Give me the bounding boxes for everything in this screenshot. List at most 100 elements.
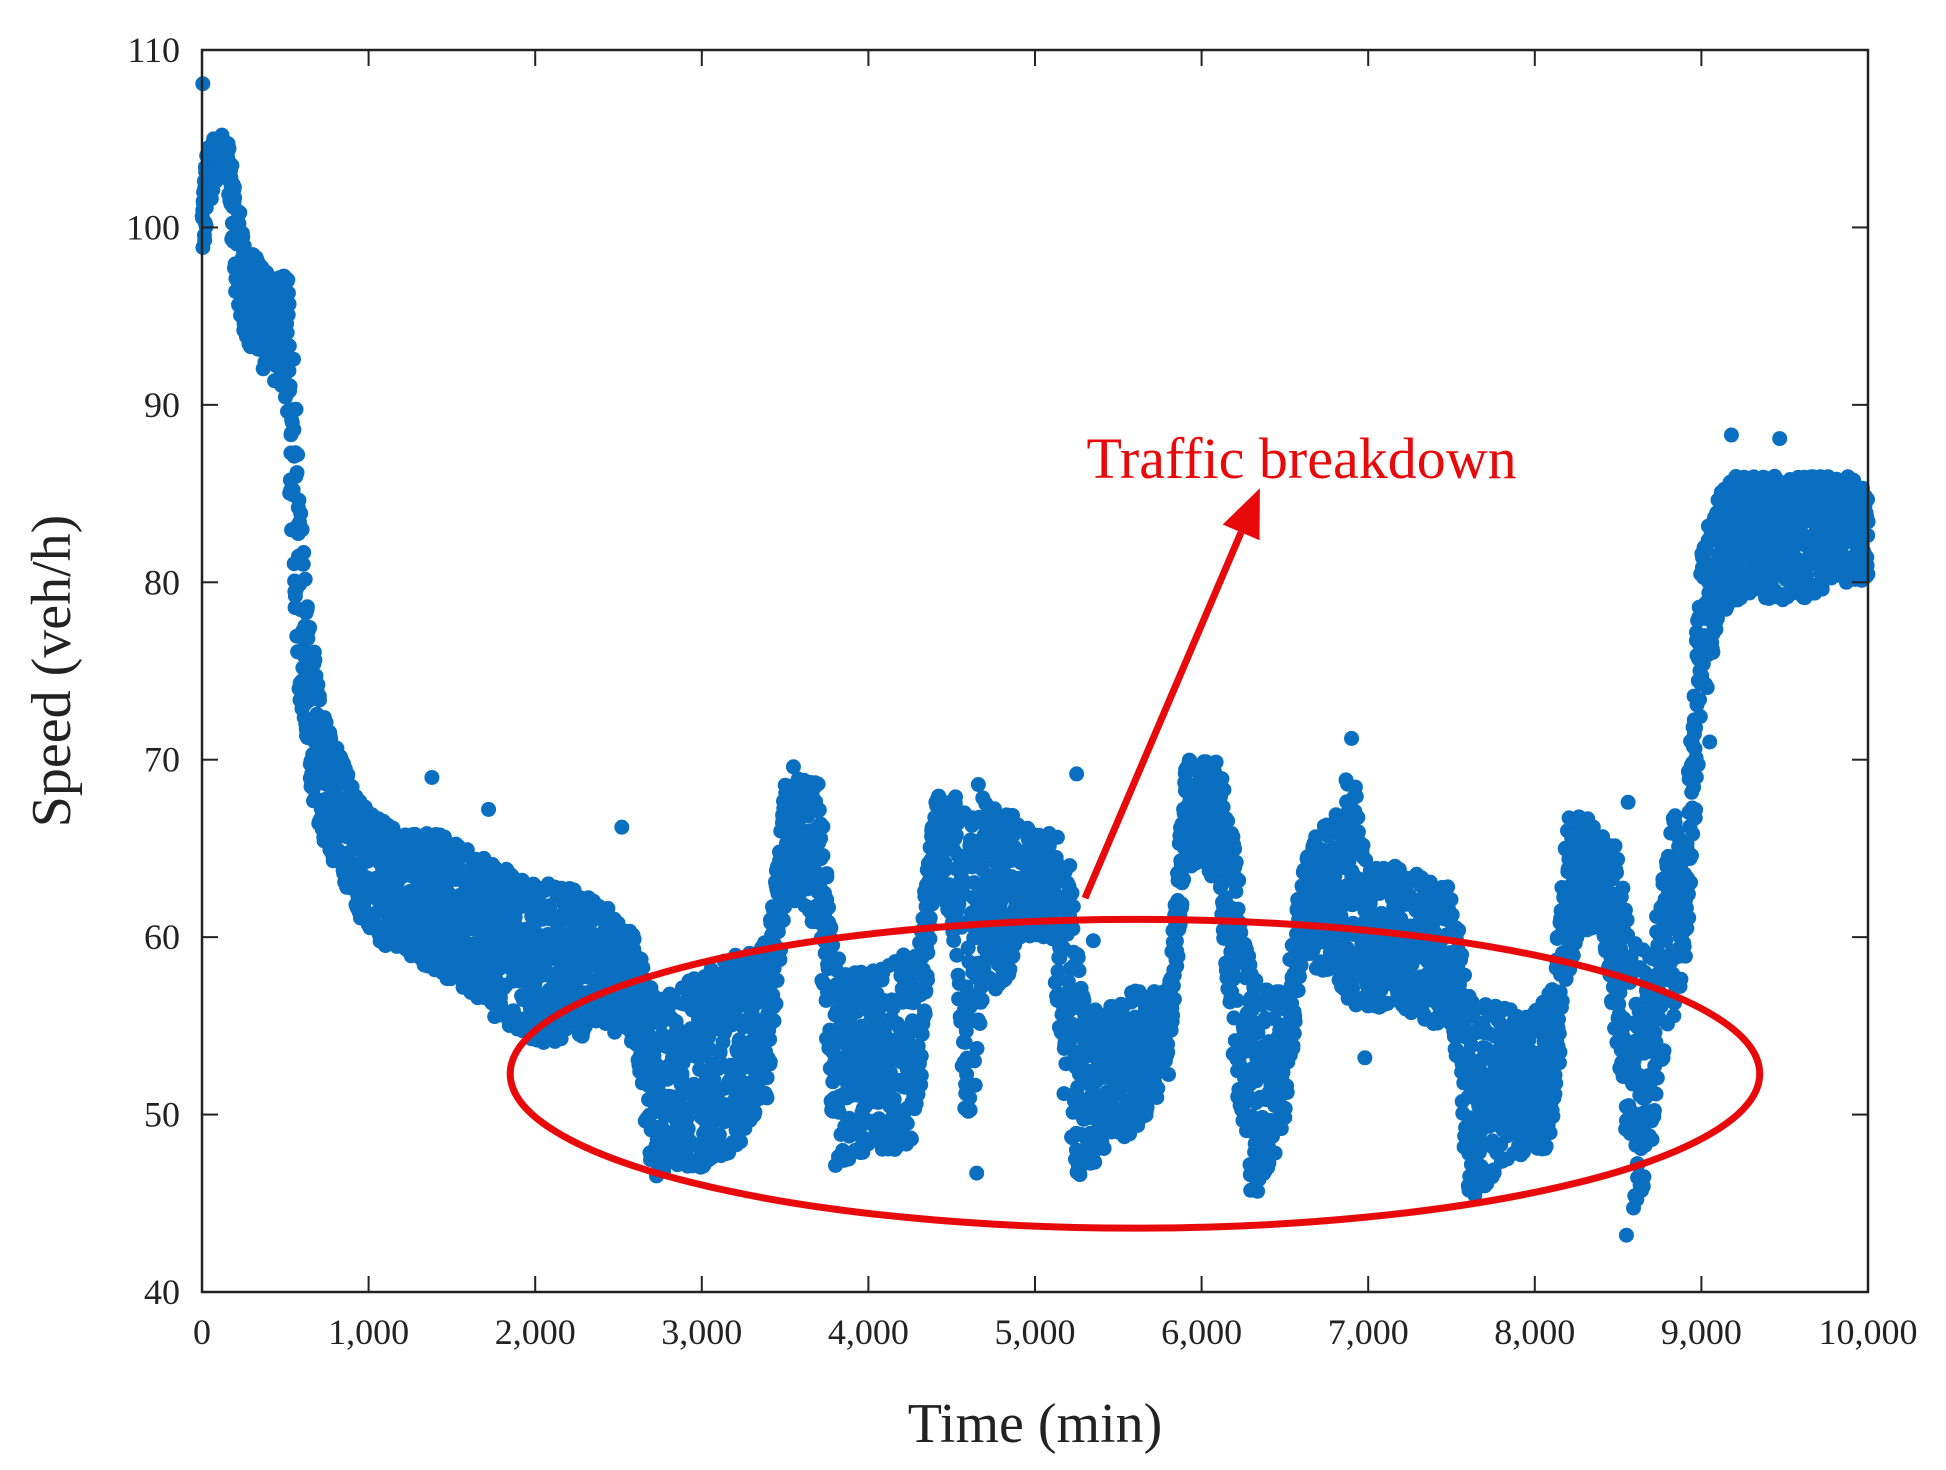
data-point xyxy=(1166,991,1182,1007)
data-point xyxy=(1174,896,1190,912)
data-point xyxy=(946,933,962,948)
data-point xyxy=(536,1035,552,1050)
data-point xyxy=(810,776,826,792)
data-point xyxy=(282,378,298,394)
data-point xyxy=(224,157,240,173)
data-point xyxy=(197,232,213,248)
data-point xyxy=(769,972,785,988)
data-point xyxy=(1277,1101,1293,1116)
data-point xyxy=(626,931,642,947)
data-point xyxy=(1230,901,1246,917)
data-point xyxy=(706,1072,722,1088)
data-point xyxy=(290,447,306,463)
data-point xyxy=(289,465,305,481)
data-point xyxy=(759,1090,775,1106)
data-point xyxy=(286,351,301,367)
data-point xyxy=(922,931,938,947)
data-point xyxy=(766,1013,782,1029)
data-point xyxy=(1285,1041,1301,1056)
data-point xyxy=(759,1070,775,1086)
data-point xyxy=(1165,1007,1181,1023)
data-point xyxy=(297,571,313,587)
data-point xyxy=(913,1048,929,1064)
data-point xyxy=(1062,858,1078,874)
data-point xyxy=(296,545,312,560)
data-point xyxy=(1348,789,1364,804)
data-point xyxy=(815,819,831,835)
data-point xyxy=(762,1031,778,1047)
data-point xyxy=(288,401,304,417)
data-point xyxy=(1064,885,1080,901)
data-point xyxy=(1350,809,1366,825)
data-point xyxy=(920,945,936,961)
data-point xyxy=(770,924,786,940)
data-point xyxy=(1216,782,1232,798)
data-point xyxy=(1150,1080,1166,1096)
data-point xyxy=(969,1041,985,1056)
data-point xyxy=(747,1104,763,1120)
data-point xyxy=(974,992,990,1008)
data-point xyxy=(281,363,297,379)
data-point xyxy=(280,272,296,288)
data-point xyxy=(227,190,243,206)
data-point xyxy=(966,1053,982,1069)
data-point xyxy=(294,522,310,538)
data-point xyxy=(819,866,835,882)
data-point xyxy=(1290,983,1306,998)
data-point xyxy=(680,1121,696,1137)
data-point xyxy=(821,900,836,915)
data-point xyxy=(1161,1067,1176,1082)
data-point xyxy=(1070,950,1086,966)
data-point xyxy=(1208,754,1224,770)
data-point xyxy=(307,652,323,668)
data-point xyxy=(295,556,311,572)
data-point xyxy=(312,692,327,708)
data-point xyxy=(913,1067,929,1083)
data-point xyxy=(886,1091,902,1107)
data-point xyxy=(302,620,318,635)
data-point xyxy=(1002,961,1018,977)
data-point xyxy=(1170,948,1186,964)
data-point xyxy=(1228,854,1244,870)
data-point xyxy=(281,296,297,312)
data-point xyxy=(768,996,784,1012)
data-point xyxy=(1160,1044,1176,1060)
data-point xyxy=(762,1054,778,1070)
data-point xyxy=(279,325,295,341)
data-point xyxy=(775,912,791,928)
data-point xyxy=(226,179,242,195)
data-point xyxy=(1227,841,1243,857)
data-point xyxy=(232,205,248,221)
data-point xyxy=(221,141,237,157)
data-point xyxy=(492,961,507,976)
data-point xyxy=(436,829,452,845)
data-point xyxy=(1096,1140,1112,1156)
data-point xyxy=(310,677,326,693)
data-point xyxy=(1065,899,1081,915)
data-point xyxy=(972,1016,988,1031)
data-point xyxy=(815,848,831,864)
data-point xyxy=(1267,1145,1283,1161)
data-point xyxy=(1049,829,1065,845)
data-point xyxy=(1176,872,1192,887)
data-point xyxy=(286,422,302,438)
data-point xyxy=(823,920,839,936)
data-point xyxy=(733,1134,748,1150)
data-point xyxy=(281,338,297,354)
data-point xyxy=(962,1102,978,1118)
data-point xyxy=(967,1077,983,1093)
data-point xyxy=(293,505,309,521)
data-point xyxy=(1287,1014,1303,1029)
data-point xyxy=(922,910,938,926)
data-point xyxy=(813,830,829,846)
data-point xyxy=(903,1131,919,1147)
data-point xyxy=(811,802,827,818)
data-point xyxy=(299,601,315,617)
data-point xyxy=(635,960,651,975)
data-point xyxy=(1231,872,1247,888)
data-point xyxy=(831,951,847,967)
data-point xyxy=(1071,963,1087,979)
data-point xyxy=(1279,1084,1295,1100)
